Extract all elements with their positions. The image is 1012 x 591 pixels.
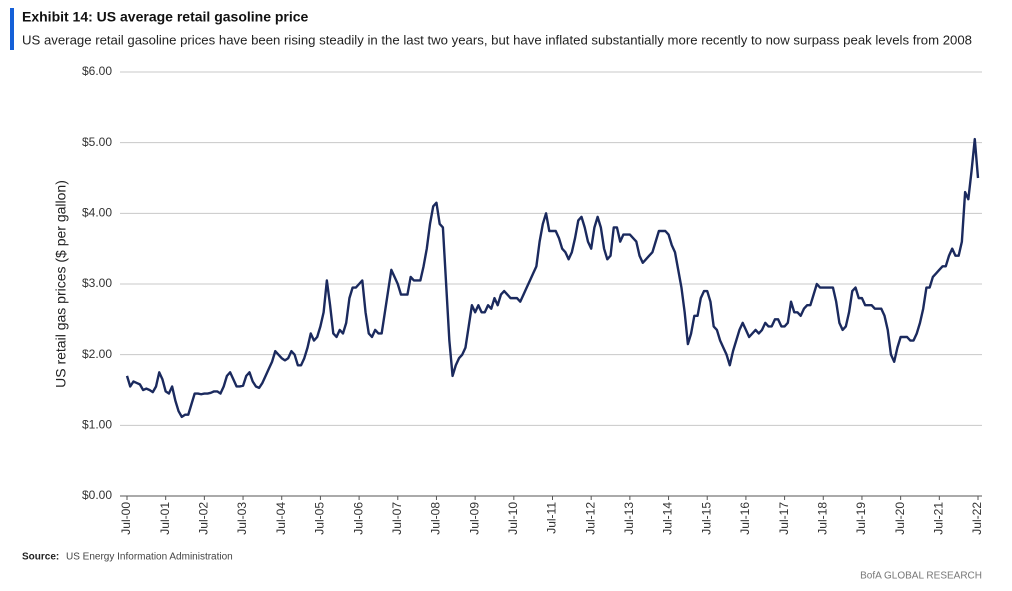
x-tick-label: Jul-20 <box>893 502 907 535</box>
source-label: Source: <box>22 552 59 563</box>
x-tick-label: Jul-00 <box>119 502 133 535</box>
y-tick-label: $6.00 <box>82 64 112 78</box>
x-tick-label: Jul-10 <box>506 502 520 535</box>
x-tick-label: Jul-02 <box>197 502 211 535</box>
x-tick-label: Jul-16 <box>738 502 752 535</box>
y-tick-label: $4.00 <box>82 206 112 220</box>
x-tick-label: Jul-03 <box>235 502 249 535</box>
x-tick-label: Jul-06 <box>351 502 365 535</box>
y-tick-label: $5.00 <box>82 135 112 149</box>
x-tick-label: Jul-05 <box>313 502 327 535</box>
x-tick-label: Jul-04 <box>274 502 288 535</box>
branding: BofA GLOBAL RESEARCH <box>860 571 982 582</box>
chart-title: Exhibit 14: US average retail gasoline p… <box>22 9 309 25</box>
y-tick-label: $0.00 <box>82 488 112 502</box>
x-tick-label: Jul-01 <box>158 502 172 535</box>
title-accent <box>10 8 14 50</box>
x-tick-label: Jul-09 <box>467 502 481 535</box>
x-tick-label: Jul-18 <box>815 502 829 535</box>
source-text: US Energy Information Administration <box>66 552 233 563</box>
x-tick-label: Jul-11 <box>545 502 559 534</box>
x-tick-label: Jul-22 <box>970 502 984 535</box>
y-tick-label: $1.00 <box>82 418 112 432</box>
x-tick-label: Jul-08 <box>429 502 443 535</box>
price-line <box>125 137 980 419</box>
x-tick-label: Jul-21 <box>931 502 945 535</box>
x-tick-label: Jul-07 <box>390 502 404 535</box>
x-tick-label: Jul-15 <box>699 502 713 535</box>
x-tick-label: Jul-19 <box>854 502 868 535</box>
y-tick-label: $3.00 <box>82 276 112 290</box>
x-tick-label: Jul-17 <box>777 502 791 535</box>
y-tick-label: $2.00 <box>82 347 112 361</box>
x-tick-label: Jul-12 <box>583 502 597 535</box>
x-tick-label: Jul-14 <box>661 502 675 535</box>
x-tick-label: Jul-13 <box>622 502 636 535</box>
chart-subtitle: US average retail gasoline prices have b… <box>22 32 972 47</box>
y-axis-label: US retail gas prices ($ per gallon) <box>53 180 69 388</box>
